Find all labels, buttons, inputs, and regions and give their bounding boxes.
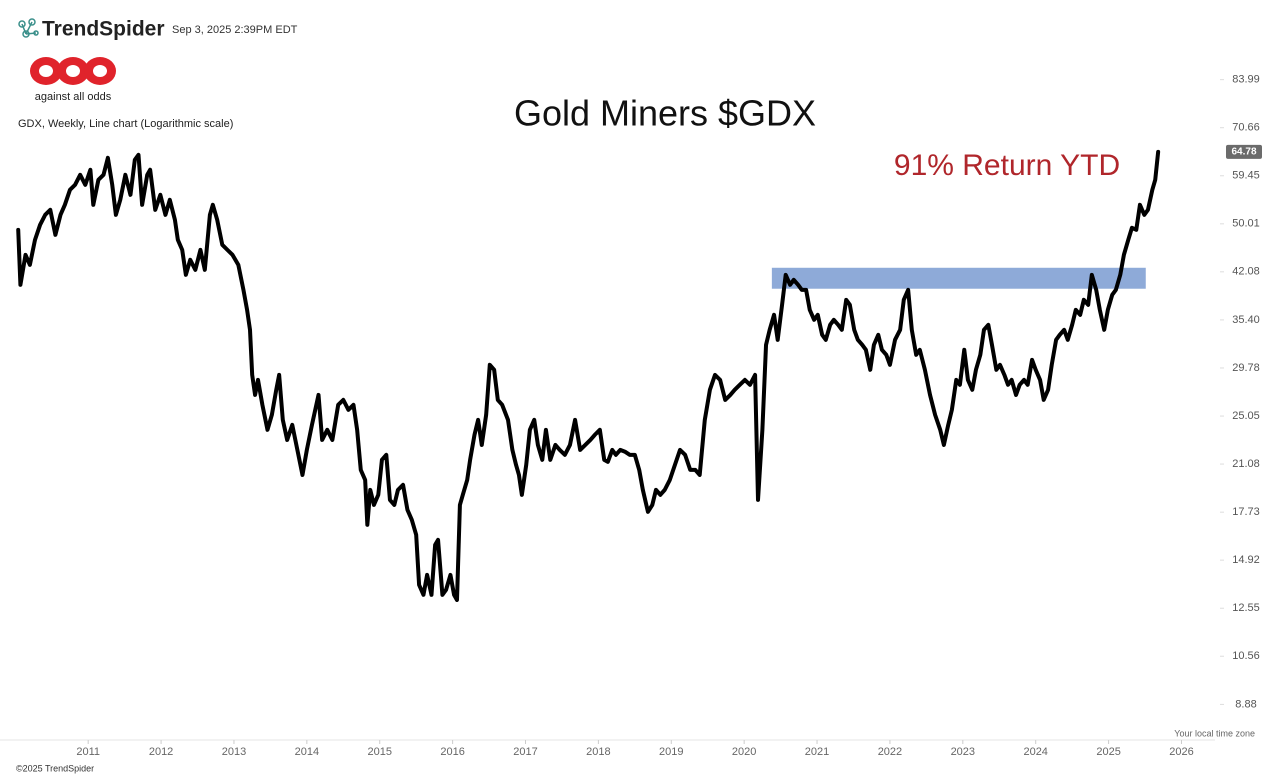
y-tick-label: 10.56 — [1232, 650, 1260, 662]
x-tick-label: 2011 — [76, 746, 100, 758]
annotation: 91% Return YTD — [894, 149, 1120, 182]
y-tick-label: 70.66 — [1232, 122, 1260, 134]
y-tick-label: 59.45 — [1232, 170, 1260, 182]
x-tick-label: 2023 — [951, 746, 975, 758]
x-tick-label: 2025 — [1096, 746, 1120, 758]
y-tick-label: 50.01 — [1232, 218, 1260, 230]
y-tick-label: 21.08 — [1232, 458, 1260, 470]
y-tick-label: 29.78 — [1232, 362, 1260, 374]
last-price-label: 64.78 — [1231, 147, 1256, 158]
subtitle: GDX, Weekly, Line chart (Logarithmic sca… — [18, 118, 233, 130]
footer-note: Your local time zone — [1174, 728, 1255, 738]
brand-icon — [18, 18, 39, 38]
x-tick-label: 2013 — [222, 746, 246, 758]
x-tick-label: 2026 — [1169, 746, 1193, 758]
last-price-tag — [1226, 144, 1262, 159]
price-line — [16, 149, 1161, 602]
x-tick-label: 2019 — [659, 746, 683, 758]
logo-text: against all odds — [35, 91, 112, 103]
x-tick-label: 2016 — [440, 746, 464, 758]
y-tick-label: 8.88 — [1235, 698, 1256, 710]
y-tick-label: 83.99 — [1232, 74, 1260, 86]
brand: TrendSpider — [42, 18, 165, 41]
x-tick-label: 2015 — [367, 746, 391, 758]
x-tick-label: 2022 — [878, 746, 902, 758]
logo — [30, 57, 116, 85]
y-tick-label: 25.05 — [1232, 410, 1260, 422]
x-tick-label: 2024 — [1023, 746, 1047, 758]
x-tick-label: 2021 — [805, 746, 829, 758]
copyright: ©2025 TrendSpider — [16, 763, 94, 773]
x-tick-label: 2014 — [295, 746, 319, 758]
y-tick-label: 12.55 — [1232, 602, 1260, 614]
highlight-zone — [771, 267, 1146, 289]
x-tick-label: 2020 — [732, 746, 756, 758]
x-tick-label: 2017 — [513, 746, 537, 758]
timestamp: Sep 3, 2025 2:39PM EDT — [172, 24, 298, 36]
x-tick-label: 2018 — [586, 746, 610, 758]
y-tick-label: 14.92 — [1232, 554, 1260, 566]
y-tick-label: 35.40 — [1232, 314, 1260, 326]
y-tick-label: 17.73 — [1232, 506, 1260, 518]
chart-title: Gold Miners $GDX — [514, 93, 816, 134]
x-tick-label: 2012 — [149, 746, 173, 758]
y-tick-label: 42.08 — [1232, 266, 1260, 278]
